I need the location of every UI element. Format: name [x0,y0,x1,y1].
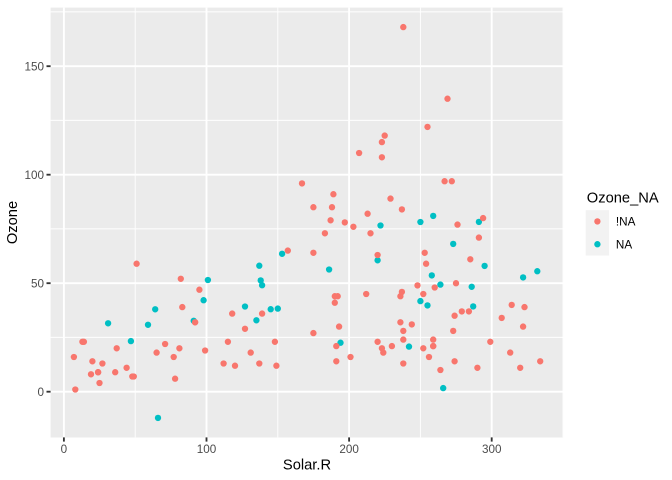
svg-text:50: 50 [31,277,45,290]
svg-text:NA: NA [616,238,632,251]
svg-text:0: 0 [61,443,68,456]
svg-text:200: 200 [339,443,359,456]
svg-text:0: 0 [37,386,44,399]
svg-text:100: 100 [197,443,217,456]
svg-text:100: 100 [24,169,44,182]
svg-text:!NA: !NA [616,216,636,229]
svg-text:Ozone: Ozone [5,201,21,244]
svg-text:300: 300 [482,443,502,456]
svg-text:Ozone_NA: Ozone_NA [587,190,659,206]
svg-text:150: 150 [24,60,44,73]
svg-text:Solar.R: Solar.R [283,458,331,474]
